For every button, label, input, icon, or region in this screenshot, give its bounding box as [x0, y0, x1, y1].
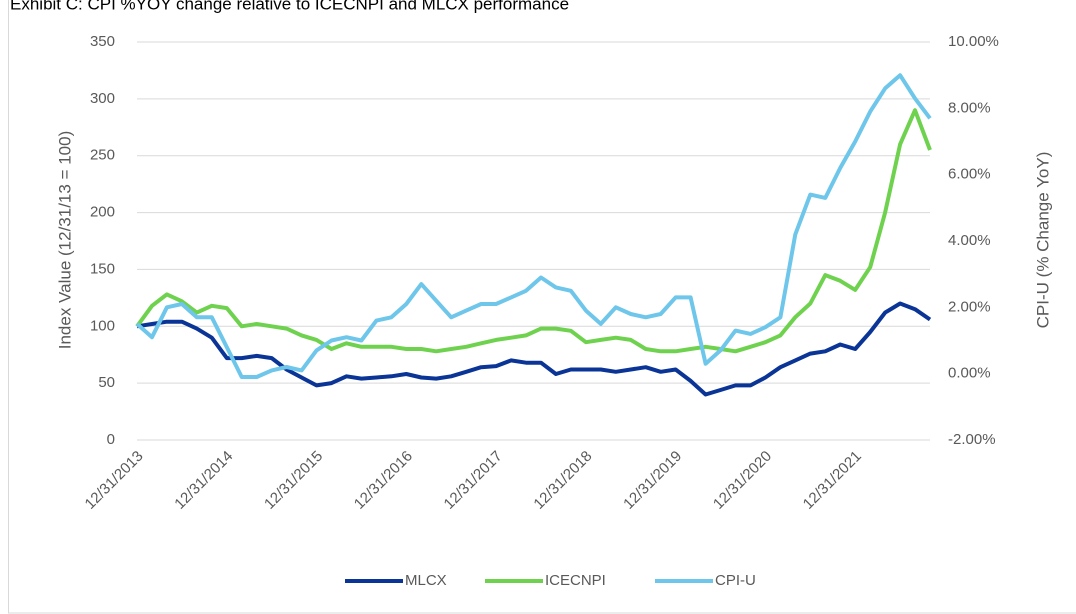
- y-tick-label: 0: [107, 431, 115, 448]
- chart-frame: [8, 0, 1076, 614]
- y2-tick-label: 8.00%: [948, 99, 991, 116]
- x-tick-label: 12/31/2016: [351, 448, 416, 513]
- legend-label: MLCX: [405, 572, 447, 589]
- x-tick-label: 12/31/2017: [441, 448, 506, 513]
- y-tick-label: 200: [90, 204, 115, 221]
- y2-tick-label: -2.00%: [948, 431, 996, 448]
- line-series: [135, 73, 932, 379]
- y-tick-label: 300: [90, 90, 115, 107]
- legend-label: ICECNPI: [545, 572, 606, 589]
- y-tick-label: 250: [90, 147, 115, 164]
- y2-axis-title: CPI-U (% Change YoY): [1033, 152, 1052, 329]
- x-tick-label: 12/31/2021: [800, 448, 865, 513]
- x-tick-label: 12/31/2013: [82, 448, 147, 513]
- y2-tick-label: 10.00%: [948, 33, 999, 50]
- y-axis-title: Index Value (12/31/13 = 100): [55, 131, 74, 350]
- y-tick-label: 150: [90, 260, 115, 277]
- y2-tick-label: 6.00%: [948, 166, 991, 183]
- x-tick-label: 12/31/2015: [261, 448, 326, 513]
- x-tick-label: 12/31/2014: [171, 448, 236, 513]
- y-tick-label: 100: [90, 317, 115, 334]
- chart-title: Exhibit C: CPI %YOY change relative to I…: [10, 0, 569, 13]
- y2-tick-label: 2.00%: [948, 298, 991, 315]
- y-tick-label: 350: [90, 33, 115, 50]
- x-tick-label: 12/31/2018: [530, 448, 595, 513]
- x-tick-label: 12/31/2020: [710, 448, 775, 513]
- y-tick-label: 50: [98, 374, 115, 391]
- y2-tick-label: 4.00%: [948, 232, 991, 249]
- line-series: [136, 301, 932, 397]
- x-tick-label: 12/31/2019: [620, 448, 685, 513]
- legend-label: CPI-U: [715, 572, 756, 589]
- y2-tick-label: 0.00%: [948, 365, 991, 382]
- line-series: [135, 108, 932, 354]
